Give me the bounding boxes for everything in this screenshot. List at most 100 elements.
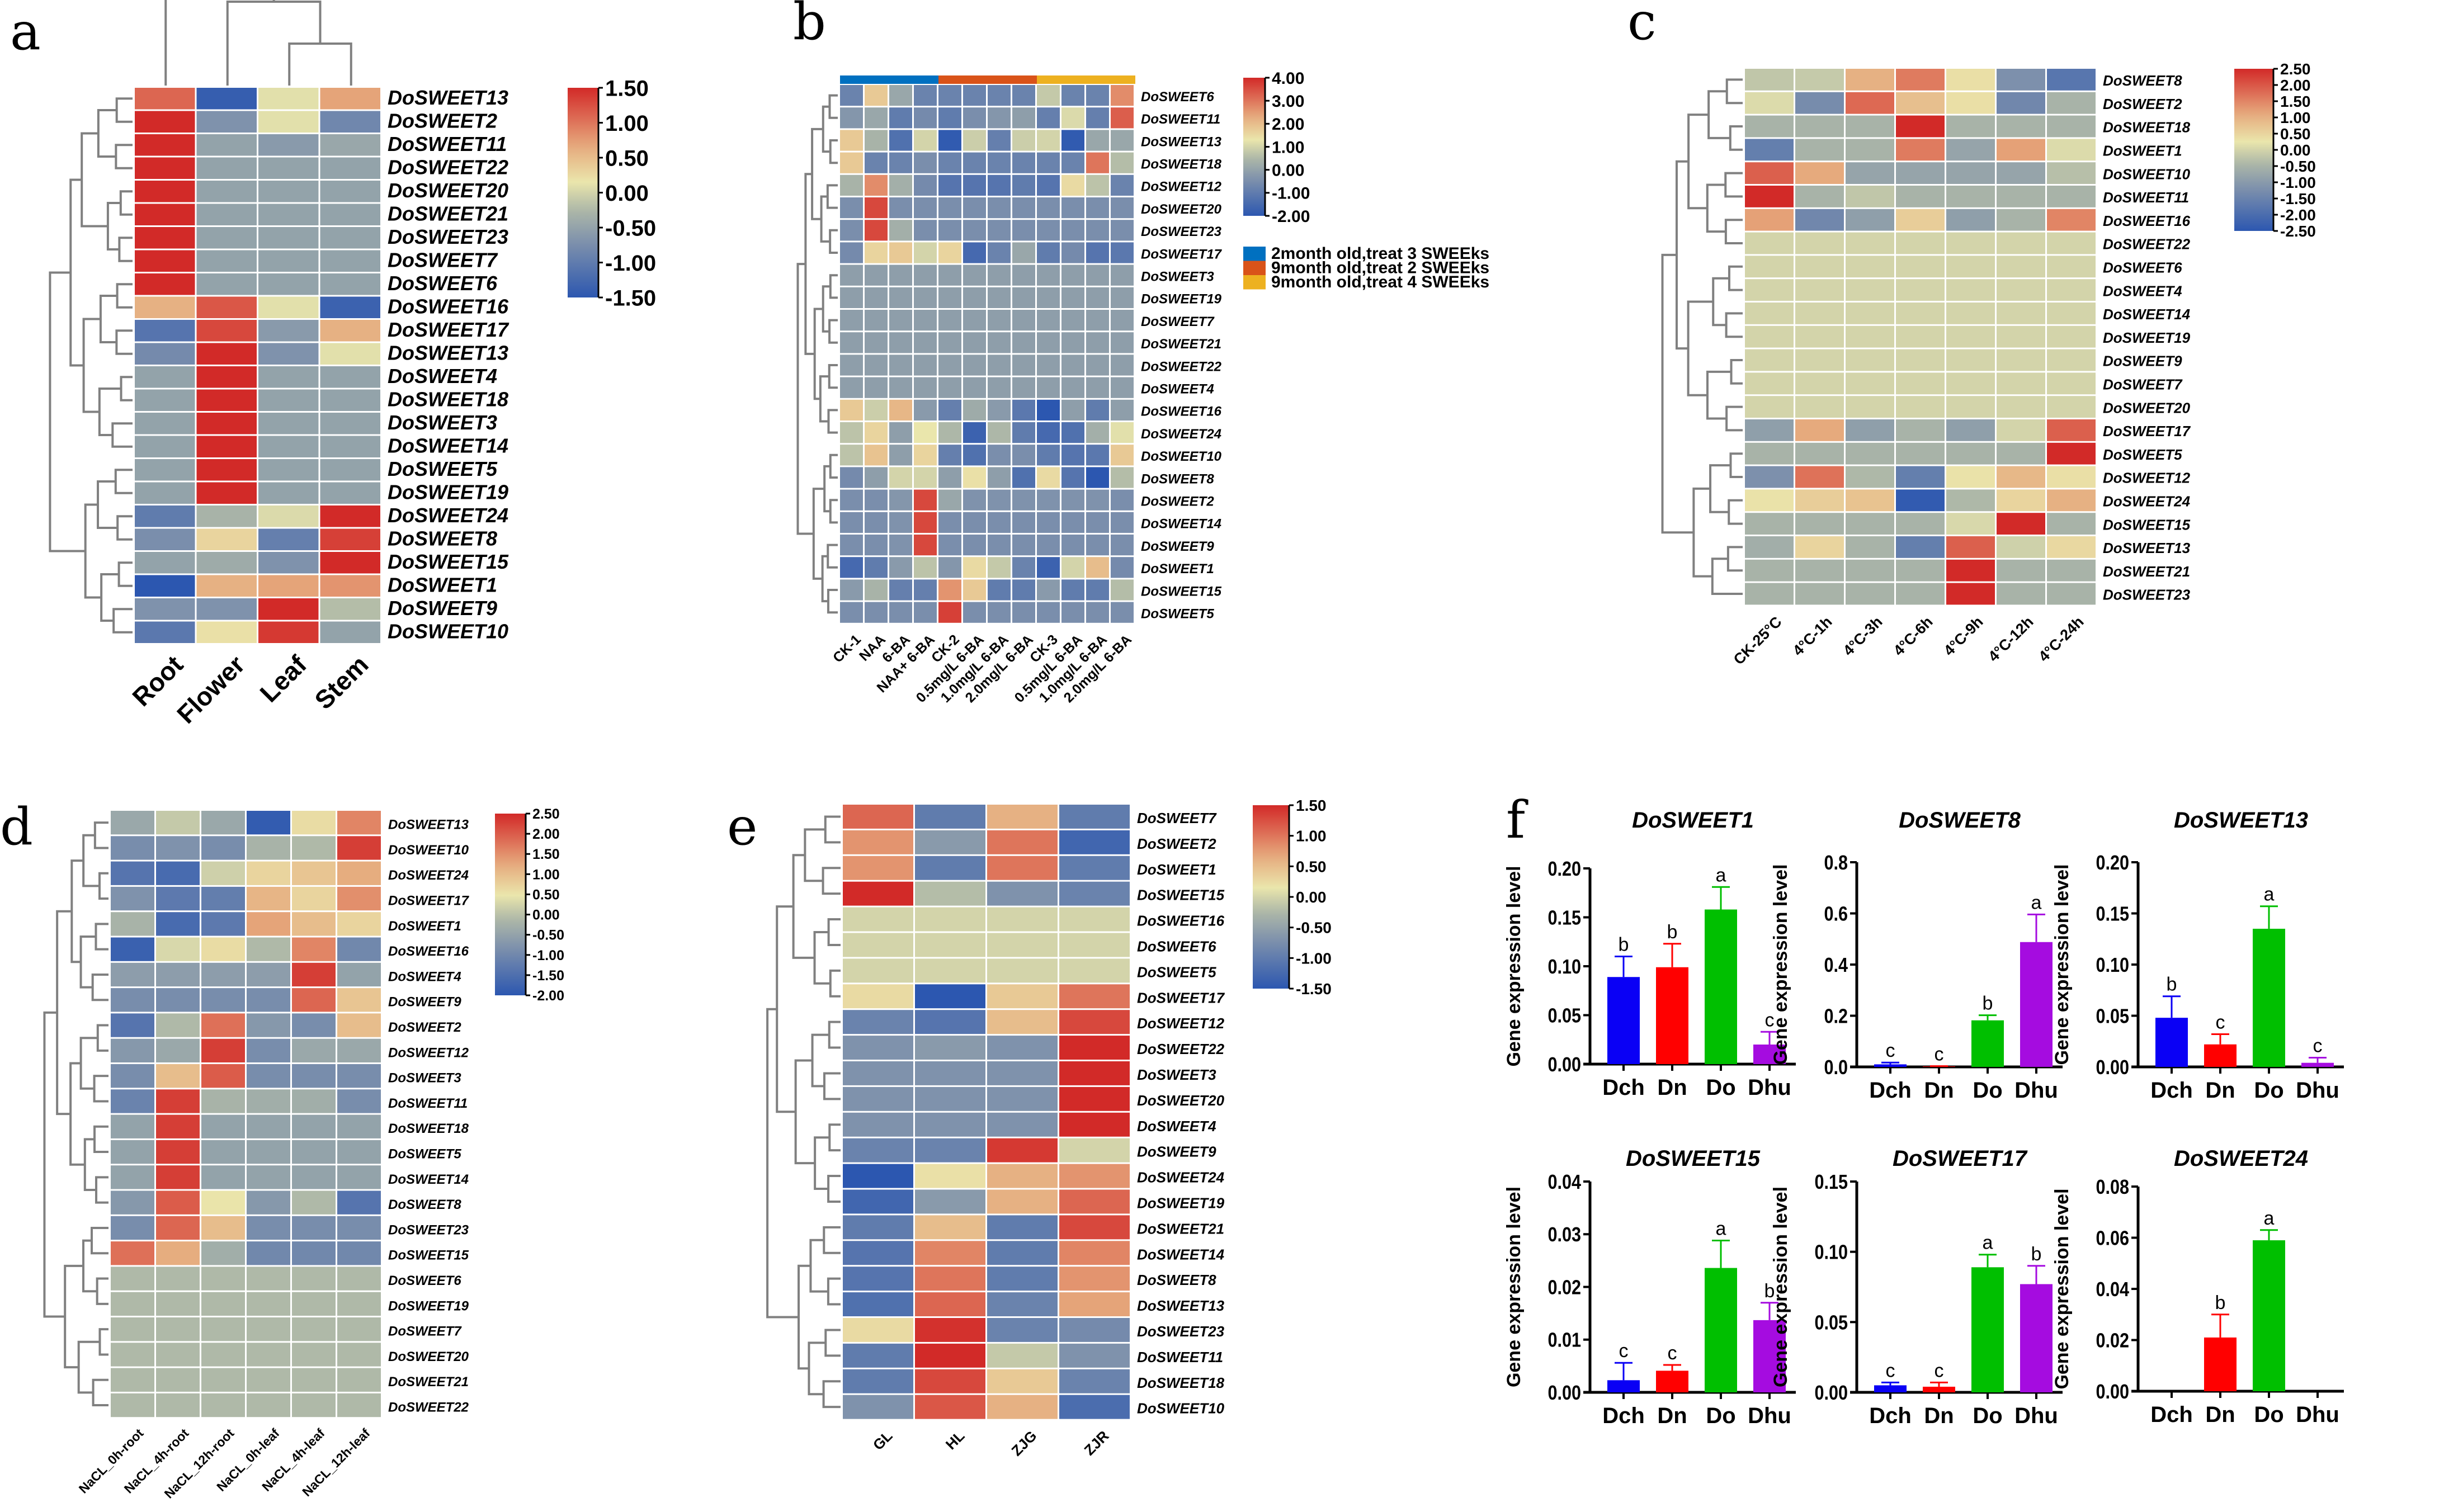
heatmap-cell — [914, 130, 937, 151]
heatmap-cell — [1037, 355, 1060, 376]
heatmap-cell — [1012, 287, 1035, 308]
heatmap-cell — [914, 310, 937, 331]
dendrogram-branch — [97, 480, 118, 529]
heatmap-cell — [843, 830, 913, 854]
panel-letter: d — [0, 797, 33, 857]
panel-letter: e — [727, 797, 757, 857]
column-label: Stem — [309, 650, 374, 715]
heatmap-cell — [914, 242, 937, 263]
heatmap-cell — [938, 264, 961, 286]
heatmap-cell — [2047, 115, 2096, 138]
heatmap-cell — [1037, 264, 1060, 286]
heatmap-cell — [1037, 579, 1060, 601]
dendrogram-branch — [808, 1341, 826, 1396]
heatmap-cell — [1061, 85, 1084, 106]
colorbar-tick-label: 2.00 — [2280, 77, 2311, 94]
heatmap-cell — [156, 1190, 200, 1215]
heatmap-cell — [1086, 85, 1109, 106]
heatmap-cell — [156, 1368, 200, 1392]
heatmap-cell — [1846, 442, 1894, 465]
heatmap-cell — [111, 1292, 154, 1316]
heatmap-cell — [840, 489, 863, 511]
x-tick-label: Do — [1706, 1404, 1735, 1428]
heatmap-cell — [292, 1190, 336, 1215]
column-label: 4°C-6h — [1890, 613, 1936, 659]
heatmap-cell — [292, 1267, 336, 1291]
heatmap-cell — [843, 1086, 913, 1111]
heatmap-cell — [1946, 325, 1995, 348]
heatmap-cell — [156, 1114, 200, 1138]
colorbar-tick-label: 0.50 — [605, 146, 649, 171]
dendrogram-branch — [829, 499, 838, 524]
significance-letter: a — [1716, 1218, 1726, 1240]
y-tick-label: 0.04 — [2096, 1279, 2129, 1301]
heatmap-cell — [2047, 466, 2096, 488]
heatmap-cell — [914, 512, 937, 533]
row-label: DoSWEET6 — [1137, 938, 1216, 955]
heatmap-cell — [258, 575, 319, 597]
heatmap-cell — [865, 130, 888, 151]
heatmap-cell — [1059, 1292, 1130, 1316]
heatmap-cell — [1745, 139, 1794, 161]
dendrogram-branch — [43, 1011, 65, 1318]
y-axis-label: Gene expression level — [1770, 864, 1791, 1065]
heatmap-cell — [2047, 69, 2096, 91]
heatmap-cell — [320, 296, 380, 318]
subplot-title: DoSWEET24 — [2174, 1146, 2308, 1171]
heatmap-cell — [258, 181, 319, 202]
dendrogram-branch — [115, 97, 133, 123]
heatmap-cell — [1745, 209, 1794, 231]
row-label: DoSWEET1 — [388, 573, 497, 596]
heatmap-cell — [1037, 557, 1060, 578]
heatmap-cell — [963, 579, 986, 601]
heatmap-cell — [1086, 310, 1109, 331]
heatmap-cell — [111, 1114, 154, 1138]
heatmap-cell — [292, 1368, 336, 1392]
row-label: DoSWEET7 — [1141, 314, 1215, 329]
heatmap-cell — [196, 505, 257, 527]
heatmap-cell — [201, 1190, 245, 1215]
heatmap-cell — [843, 805, 913, 829]
heatmap-cell — [1037, 242, 1060, 263]
heatmap-cell — [1061, 377, 1084, 398]
x-tick-label: Dch — [1602, 1075, 1645, 1100]
bar — [1874, 1064, 1907, 1067]
row-label: DoSWEET16 — [2103, 212, 2191, 229]
heatmap-cell — [1086, 355, 1109, 376]
row-label: DoSWEET23 — [388, 225, 508, 248]
heatmap-cell — [987, 1036, 1058, 1060]
significance-letter: c — [2313, 1036, 2323, 1057]
colorbar-tick-label: -0.50 — [2280, 158, 2316, 175]
heatmap-cell — [1012, 489, 1035, 511]
heatmap-cell — [938, 197, 961, 219]
row-label: DoSWEET24 — [388, 868, 469, 883]
heatmap-cell — [1111, 310, 1134, 331]
heatmap-cell — [914, 107, 937, 129]
row-label: DoSWEET10 — [2103, 166, 2191, 182]
heatmap-cell — [963, 557, 986, 578]
row-label: DoSWEET7 — [2103, 376, 2183, 393]
heatmap-cell — [865, 602, 888, 623]
heatmap-cell — [1059, 1267, 1130, 1291]
heatmap-cell — [196, 598, 257, 620]
heatmap-cell — [840, 602, 863, 623]
heatmap-cell — [1846, 349, 1894, 371]
heatmap-cell — [1086, 467, 1109, 488]
heatmap-cell — [1059, 1138, 1130, 1163]
dendrogram-branch — [828, 1123, 841, 1152]
row-label: DoSWEET24 — [1141, 427, 1221, 442]
colorbar-tick-label: -2.50 — [2280, 223, 2316, 240]
dendrogram-branch — [804, 173, 815, 355]
y-tick-label: 0.15 — [2096, 903, 2129, 925]
heatmap-cell — [915, 1369, 985, 1393]
heatmap-cell — [337, 1292, 381, 1316]
heatmap-cell — [292, 1064, 336, 1088]
heatmap-cell — [135, 227, 195, 249]
row-label: DoSWEET6 — [1141, 89, 1214, 105]
heatmap-cell — [1012, 535, 1035, 556]
heatmap-cell — [1745, 115, 1794, 138]
heatmap-cell — [938, 512, 961, 533]
heatmap-cell — [1795, 349, 1844, 371]
x-tick-label: Dhu — [2296, 1078, 2339, 1103]
